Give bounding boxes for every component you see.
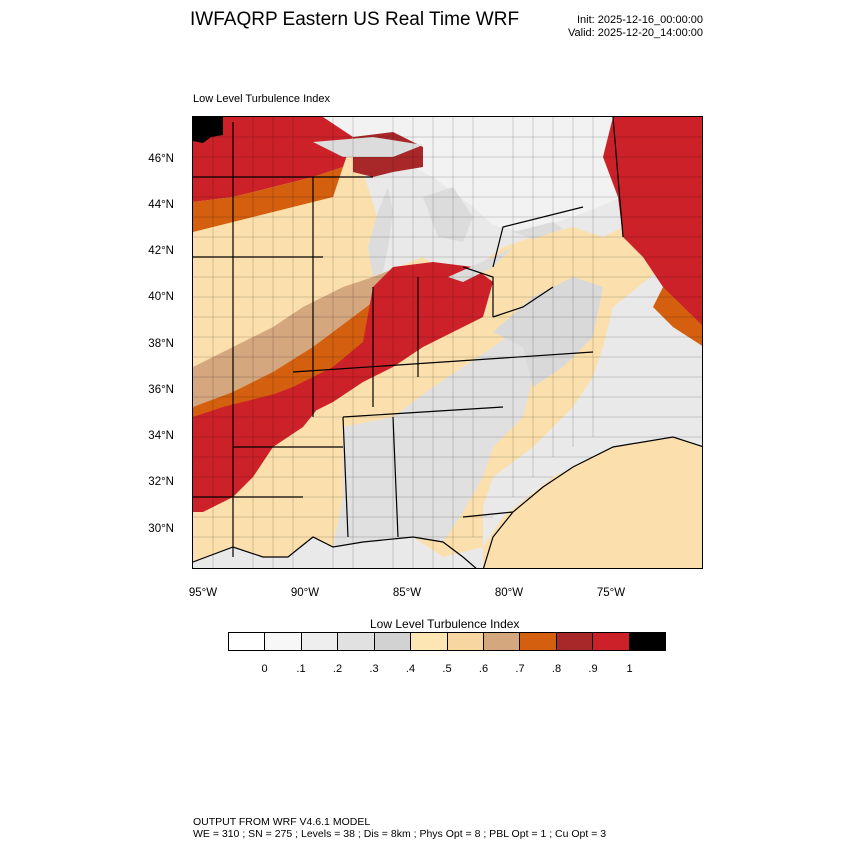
map-canvas [193, 117, 702, 568]
colorbar-tick-label: .8 [551, 663, 562, 675]
atlantic-coastline [482, 436, 702, 568]
lon-label-75: 75°W [596, 587, 626, 599]
canada-area [193, 117, 702, 232]
colorbar-tick-label: .7 [515, 663, 525, 675]
main-title: IWFAQRP Eastern US Real Time WRF [190, 9, 520, 30]
model-info-line1: OUTPUT FROM WRF V4.6.1 MODEL [193, 816, 371, 828]
lat-label-30: 30°N [148, 523, 174, 535]
colorbar-tick-label: .5 [442, 663, 452, 675]
red-area-new-england [603, 117, 702, 327]
colorbar-tick-label: 1 [626, 663, 633, 675]
colorbar-box-1 [265, 633, 302, 650]
map-subtitle: Low Level Turbulence Index [193, 93, 330, 105]
colorbar-tick-label: 0 [261, 663, 268, 675]
lat-label-32: 32°N [148, 476, 174, 488]
lake-huron [423, 187, 473, 242]
colorbar-box-5 [411, 633, 448, 650]
colorbar-box-2 [301, 633, 339, 650]
black-area-northwest [193, 117, 223, 143]
colorbar-box-10 [593, 633, 630, 650]
turbulence-map [192, 116, 703, 569]
colorbar-box-9 [556, 633, 594, 650]
colorbar-title: Low Level Turbulence Index [370, 617, 520, 631]
lat-label-44: 44°N [148, 199, 174, 211]
lake-erie [448, 247, 513, 282]
colorbar-tick-label: .9 [588, 663, 598, 675]
lon-label-80: 80°W [494, 587, 524, 599]
colorbar [228, 632, 666, 651]
mid-atlantic-gray [493, 277, 603, 387]
lake-michigan [368, 187, 393, 277]
lake-ontario [513, 222, 563, 239]
red-band-south [193, 387, 323, 512]
colorbar-box-8 [520, 633, 557, 650]
lat-label-34: 34°N [148, 430, 174, 442]
colorbar-box-4 [374, 633, 412, 650]
colorbar-tick-label: .3 [369, 663, 379, 675]
valid-time: Valid: 2025-12-20_14:00:00 [568, 27, 703, 39]
colorbar-tick-label: .4 [405, 663, 416, 675]
colorbar-tick-label: .6 [478, 663, 489, 675]
orange-area-new-england [653, 287, 702, 346]
lat-label-42: 42°N [148, 245, 174, 257]
lon-label-90: 90°W [290, 587, 320, 599]
orange-area-northwest [193, 167, 343, 232]
lon-label-85: 85°W [392, 587, 422, 599]
colorbar-box-3 [338, 633, 375, 650]
model-info-line2: WE = 310 ; SN = 275 ; Levels = 38 ; Dis … [193, 828, 607, 840]
lake-superior [313, 137, 423, 157]
county-lines [193, 117, 702, 568]
lon-label-95: 95°W [188, 587, 218, 599]
colorbar-box-7 [483, 633, 521, 650]
colorbar-box-0 [229, 633, 266, 650]
colorbar-tick-label: .2 [332, 663, 343, 675]
offshore-tan [483, 437, 702, 568]
colorbar-box-11 [629, 633, 666, 650]
init-time: Init: 2025-12-16_00:00:00 [577, 14, 703, 26]
lat-label-36: 36°N [148, 384, 174, 396]
lat-label-38: 38°N [148, 338, 174, 350]
lat-label-46: 46°N [148, 153, 174, 165]
colorbar-box-6 [447, 633, 484, 650]
colorbar-tick-label: .1 [296, 663, 306, 675]
lat-label-40: 40°N [148, 291, 174, 303]
